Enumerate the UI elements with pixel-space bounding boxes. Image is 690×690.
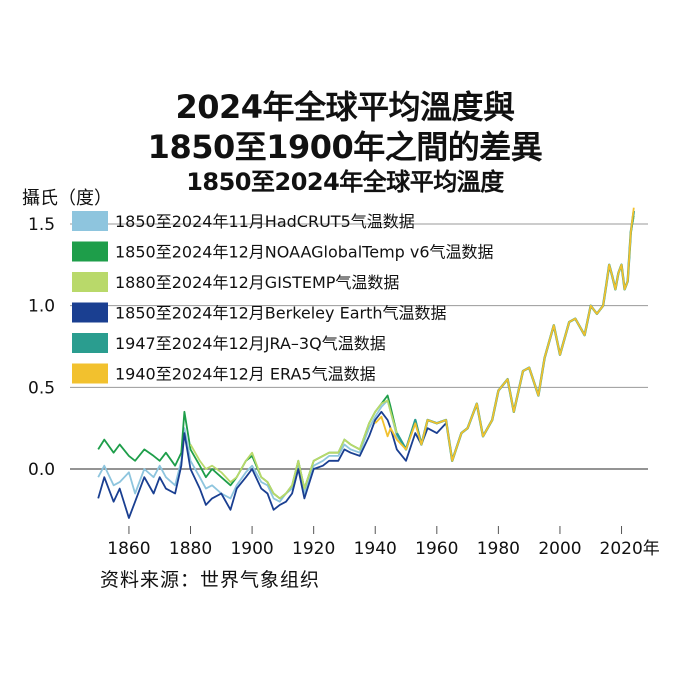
chart-title: 2024年全球平均溫度與 [175, 88, 515, 126]
legend-label-0: 1850至2024年11月HadCRUT5气温数据 [115, 212, 415, 231]
gridlines [70, 223, 648, 470]
legend-label-5: 1940至2024年12月 ERA5气温数据 [115, 365, 376, 384]
x-tick-label: 2000 [538, 539, 581, 559]
y-tick-label: 0.0 [28, 460, 55, 480]
x-tick-label: 1860 [107, 539, 150, 559]
legend-swatch-1 [72, 241, 108, 262]
series-lines [97, 207, 635, 519]
y-tick-label: 0.5 [28, 378, 55, 398]
x-tick-label: 1960 [415, 539, 458, 559]
series-line-3 [97, 410, 447, 519]
x-tick-label: 1980 [477, 539, 520, 559]
y-tick-label: 1.5 [28, 215, 55, 235]
series-line-5 [374, 207, 635, 462]
legend-label-3: 1850至2024年12月Berkeley Earth气温数据 [115, 304, 447, 323]
x-tick-label: 1880 [169, 539, 212, 559]
chart-title-line2: 1850至1900年之間的差異 [147, 128, 543, 166]
legend-swatch-3 [72, 302, 108, 323]
x-tick-label: 1940 [354, 539, 397, 559]
legend-label-2: 1880至2024年12月GISTEMP气温数据 [115, 273, 399, 292]
legend-swatch-0 [72, 211, 108, 231]
legend-label-1: 1850至2024年12月NOAAGlobalTemp v6气温数据 [115, 243, 494, 262]
y-axis-ticks: 0.0 0.5 1.0 1.5 [28, 215, 55, 480]
legend-swatch-5 [72, 363, 108, 384]
legend-label-4: 1947至2024年12月JRA–3Q气温数据 [115, 334, 386, 353]
x-axis-ticks: 1860 1880 1900 1920 1940 1960 1980 2000 2020年 [107, 526, 660, 559]
x-tick-label: 1900 [230, 539, 273, 559]
chart-subtitle: 1850至2024年全球平均溫度 [186, 168, 504, 196]
x-tick-label: 2020年 [600, 539, 660, 559]
y-axis-label: 攝氏（度） [22, 188, 112, 209]
legend-swatch-2 [72, 272, 108, 292]
source-note: 资料来源：世界气象组织 [100, 569, 321, 591]
x-tick-label: 1920 [292, 539, 335, 559]
legend-swatch-4 [72, 333, 108, 353]
y-tick-label: 1.0 [28, 297, 55, 317]
legend: 1850至2024年11月HadCRUT5气温数据 1850至2024年12月NO… [72, 211, 494, 384]
